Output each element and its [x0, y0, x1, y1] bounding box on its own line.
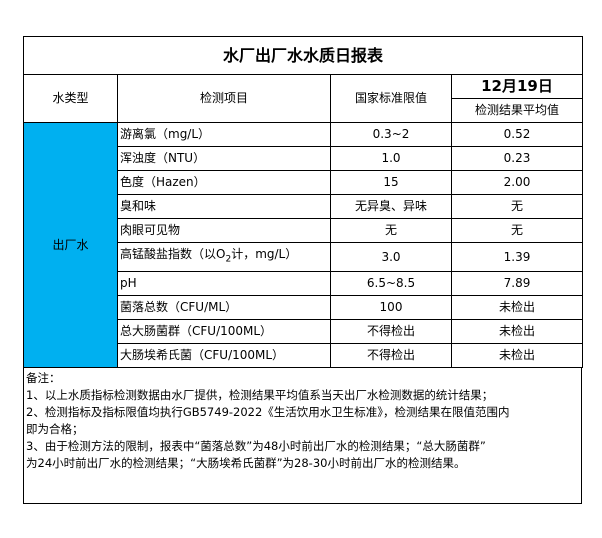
standard-cell: 无	[330, 218, 452, 243]
table-row: 菌落总数（CFU/ML） 100 未检出	[24, 295, 584, 321]
item-cell: 肉眼可见物	[117, 218, 331, 243]
table-row: 高锰酸盐指数（以O2计，mg/L） 3.0 1.39	[24, 241, 584, 273]
note-line: 3、由于检测方法的限制，报表中“菌落总数”为48小时前出厂水的检测结果；“总大肠…	[26, 439, 486, 453]
standard-cell: 15	[330, 170, 452, 195]
table-row: 肉眼可见物无无	[24, 218, 584, 243]
item-cell: 游离氯（mg/L）	[117, 122, 331, 147]
item-cell: 浑浊度（NTU）	[117, 146, 331, 171]
result-cell: 未检出	[450, 343, 584, 369]
result-cell: 无	[450, 218, 584, 243]
notes-heading: 备注：	[26, 371, 61, 385]
table-row: 大肠埃希氏菌（CFU/100ML） 不得检出 未检出	[24, 343, 584, 369]
item-text: 高锰酸盐指数（以O	[120, 247, 226, 261]
table-row: 浑浊度（NTU） 1.0 0.23	[24, 146, 584, 171]
standard-cell: 6.5~8.5	[330, 271, 452, 297]
standard-cell: 1.0	[330, 146, 452, 171]
result-cell: 无	[450, 194, 584, 219]
note-line: 即为合格；	[26, 422, 84, 436]
item-cell: 高锰酸盐指数（以O2计，mg/L）	[117, 241, 331, 273]
standard-cell: 不得检出	[330, 319, 452, 345]
report-title: 水厂出厂水水质日报表	[22, 36, 584, 75]
item-cell: 总大肠菌群（CFU/100ML）	[117, 319, 331, 345]
note-line: 1、以上水质指标检测数据由水厂提供，检测结果平均值系当天出厂水检测数据的统计结果…	[26, 388, 494, 402]
notes-box: 备注： 1、以上水质指标检测数据由水厂提供，检测结果平均值系当天出厂水检测数据的…	[23, 368, 582, 504]
standard-cell: 不得检出	[330, 343, 452, 369]
header-result: 检测结果平均值	[450, 98, 584, 123]
item-text: 计，mg/L）	[231, 247, 298, 261]
table-row: pH 6.5~8.5 7.89	[24, 271, 584, 297]
standard-cell: 无异臭、异味	[330, 194, 452, 219]
result-cell: 2.00	[450, 170, 584, 195]
header-water-type: 水类型	[23, 74, 118, 123]
note-line: 为24小时前出厂水的检测结果；“大肠埃希氏菌群”为28-30小时前出厂水的检测结…	[26, 456, 466, 470]
result-cell: 0.23	[450, 146, 584, 171]
header-standard: 国家标准限值	[330, 74, 452, 123]
header-item: 检测项目	[117, 74, 331, 123]
item-cell: 大肠埃希氏菌（CFU/100ML）	[117, 343, 331, 369]
table-row: 臭和味 无异臭、异味无	[24, 194, 584, 219]
header-date: 12月19日	[450, 74, 584, 99]
item-cell: 臭和味	[117, 194, 331, 219]
water-type-cell: 出厂水	[23, 121, 118, 369]
table-row: 出厂水 游离氯（mg/L） 0.3~2 0.52	[23, 121, 584, 369]
table-row: 色度（Hazen） 15 2.00	[24, 170, 584, 195]
standard-cell: 3.0	[330, 241, 452, 273]
item-cell: 色度（Hazen）	[117, 170, 331, 195]
result-cell: 未检出	[450, 295, 584, 321]
standard-cell: 0.3~2	[330, 122, 452, 147]
item-subscript: 2	[225, 254, 232, 265]
result-cell: 未检出	[450, 319, 584, 345]
note-line: 2、检测指标及指标限值均执行GB5749-2022《生活饮用水卫生标准》，检测结…	[26, 405, 510, 419]
water-quality-table: 水厂出厂水水质日报表 水类型 检测项目 国家标准限值 12月19日 检测结果平均…	[22, 36, 584, 369]
result-cell: 0.52	[450, 122, 584, 147]
item-cell: 菌落总数（CFU/ML）	[117, 295, 331, 321]
result-cell: 1.39	[450, 241, 584, 273]
standard-cell: 100	[330, 295, 452, 321]
item-cell: pH	[117, 271, 331, 297]
result-cell: 7.89	[450, 271, 584, 297]
